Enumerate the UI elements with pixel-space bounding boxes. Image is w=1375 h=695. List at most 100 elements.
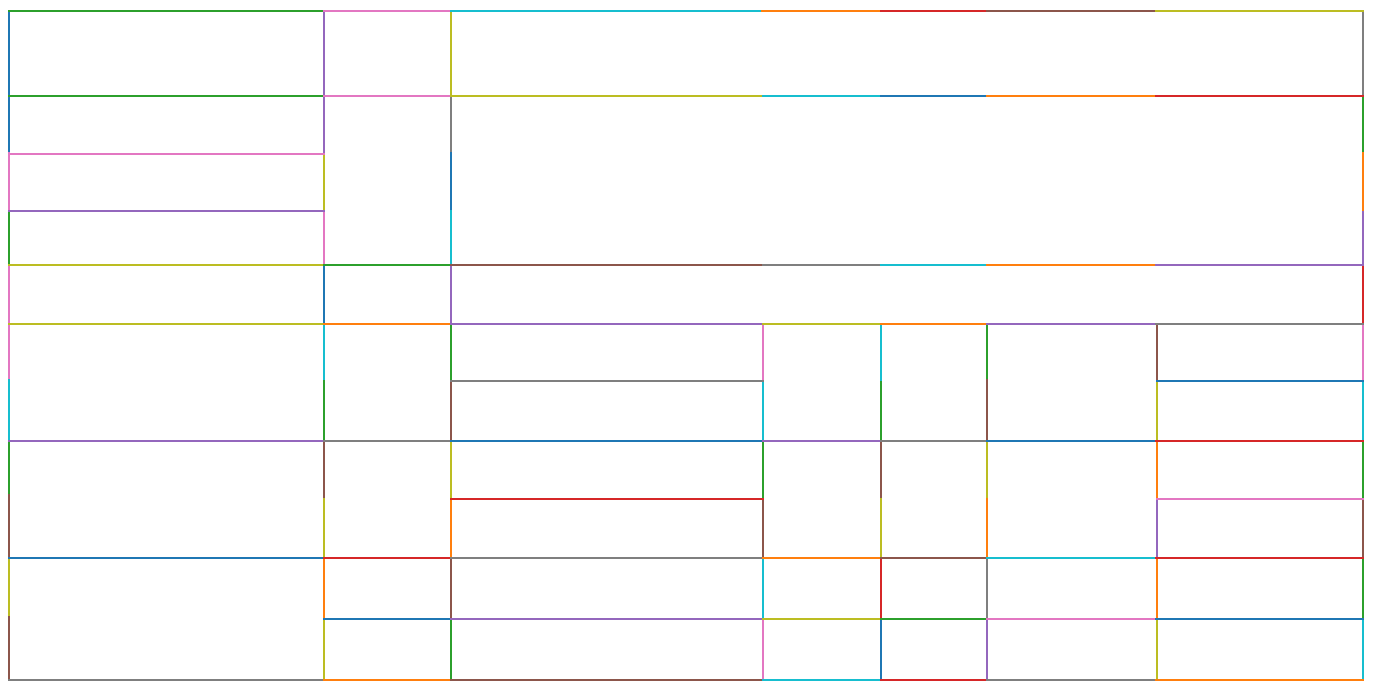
v-line-segment (986, 379, 988, 442)
h-line-segment (1155, 10, 1364, 12)
v-line-segment (323, 10, 325, 155)
v-line-segment (986, 442, 988, 500)
h-line-segment (1156, 498, 1364, 500)
v-line-segment (880, 381, 882, 442)
h-line-segment (8, 10, 325, 12)
h-line-segment (1155, 323, 1364, 325)
v-line-segment (1362, 264, 1364, 324)
v-line-segment (880, 498, 882, 559)
h-line-segment (986, 264, 1157, 266)
h-line-segment (762, 557, 882, 559)
h-line-segment (323, 679, 452, 681)
v-line-segment (8, 10, 10, 154)
h-line-segment (880, 557, 988, 559)
h-line-segment (450, 10, 763, 12)
h-line-segment (762, 440, 882, 442)
v-line-segment (8, 494, 10, 558)
v-line-segment (762, 498, 764, 559)
v-line-segment (8, 210, 10, 266)
h-line-segment (1155, 264, 1364, 266)
v-line-segment (880, 324, 882, 381)
h-line-segment (986, 10, 1157, 12)
h-line-segment (986, 557, 1157, 559)
v-line-segment (986, 324, 988, 381)
h-line-segment (450, 264, 764, 266)
v-line-segment (450, 95, 452, 154)
v-line-segment (8, 379, 10, 442)
v-line-segment (323, 265, 325, 324)
v-line-segment (880, 558, 882, 618)
h-line-segment (986, 95, 1157, 97)
h-line-segment (323, 557, 452, 559)
v-line-segment (762, 381, 764, 442)
h-line-segment (762, 95, 882, 97)
v-line-segment (986, 498, 988, 559)
h-line-segment (986, 618, 1157, 620)
h-line-segment (986, 323, 1157, 325)
h-line-segment (323, 264, 452, 266)
v-line-segment (1362, 211, 1364, 266)
v-line-segment (1362, 152, 1364, 213)
v-line-segment (450, 152, 452, 211)
v-line-segment (323, 557, 325, 619)
v-line-segment (1362, 619, 1364, 681)
h-line-segment (880, 323, 988, 325)
h-line-segment (450, 323, 764, 325)
v-line-segment (450, 324, 452, 381)
h-line-segment (323, 440, 452, 442)
h-line-segment (762, 679, 882, 681)
h-line-segment (986, 440, 1157, 442)
v-line-segment (762, 324, 764, 381)
h-line-segment (761, 10, 882, 12)
h-line-segment (450, 380, 764, 382)
v-line-segment (1362, 557, 1364, 618)
v-line-segment (323, 619, 325, 681)
v-line-segment (1362, 10, 1364, 97)
h-line-segment (1155, 95, 1364, 97)
v-line-segment (450, 442, 452, 500)
h-line-segment (1156, 380, 1364, 382)
h-line-segment (1155, 679, 1364, 681)
v-line-segment (8, 558, 10, 617)
h-line-segment (8, 440, 325, 442)
h-line-segment (8, 153, 325, 155)
v-line-segment (323, 324, 325, 382)
h-line-segment (450, 679, 764, 681)
v-line-segment (323, 442, 325, 500)
h-line-segment (880, 95, 988, 97)
v-line-segment (450, 264, 452, 324)
v-line-segment (1156, 499, 1158, 559)
h-line-segment (762, 323, 882, 325)
v-line-segment (880, 442, 882, 500)
v-line-segment (450, 498, 452, 559)
v-line-segment (450, 381, 452, 442)
h-line-segment (1155, 557, 1364, 559)
v-line-segment (450, 10, 452, 97)
h-line-segment (880, 264, 988, 266)
v-line-segment (986, 558, 988, 618)
h-line-segment (1155, 440, 1364, 442)
v-line-segment (8, 442, 10, 496)
v-line-segment (762, 557, 764, 618)
h-line-segment (880, 679, 988, 681)
h-line-segment (323, 95, 452, 97)
v-line-segment (1156, 557, 1158, 620)
v-line-segment (1362, 442, 1364, 500)
h-line-segment (450, 498, 764, 500)
v-line-segment (323, 380, 325, 442)
h-line-segment (323, 618, 452, 620)
h-line-segment (762, 264, 882, 266)
v-line-segment (1362, 499, 1364, 559)
h-line-segment (450, 557, 764, 559)
h-line-segment (880, 440, 988, 442)
v-line-segment (323, 210, 325, 266)
h-line-segment (8, 210, 325, 212)
h-line-segment (880, 618, 988, 620)
h-line-segment (8, 679, 325, 681)
v-line-segment (323, 498, 325, 559)
v-line-segment (323, 153, 325, 211)
h-line-segment (986, 679, 1157, 681)
h-line-segment (450, 95, 764, 97)
h-line-segment (8, 95, 325, 97)
